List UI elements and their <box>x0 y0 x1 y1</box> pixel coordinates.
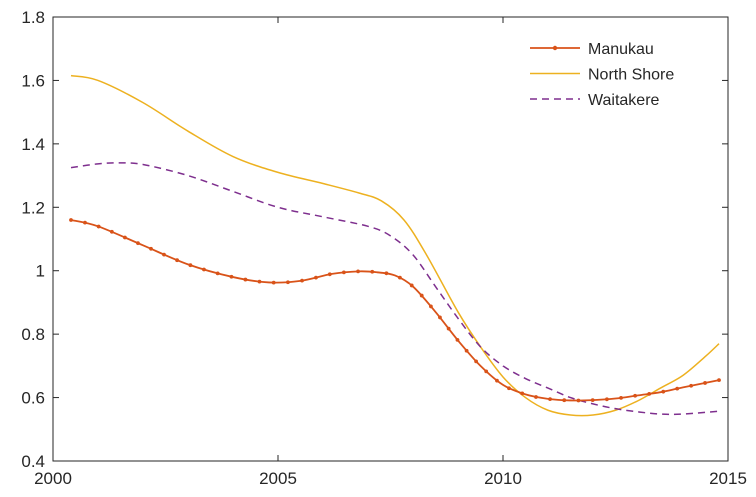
series-point-manukau <box>456 338 460 342</box>
y-tick-label: 0.8 <box>21 325 45 344</box>
x-tick-label: 2000 <box>34 469 72 488</box>
series-point-manukau <box>438 316 442 320</box>
series-point-manukau <box>149 247 153 251</box>
series-point-manukau <box>136 241 140 245</box>
series-point-manukau <box>548 397 552 401</box>
legend-label-manukau: Manukau <box>588 41 654 58</box>
series-point-manukau <box>661 390 665 394</box>
y-tick-label: 0.4 <box>21 452 45 471</box>
y-tick-label: 1.6 <box>21 71 45 90</box>
series-point-manukau <box>97 225 101 229</box>
series-point-manukau <box>258 280 262 284</box>
series-point-manukau <box>647 392 651 396</box>
series-point-manukau <box>110 230 114 234</box>
series-point-manukau <box>286 280 290 284</box>
x-tick-label: 2005 <box>259 469 297 488</box>
series-point-manukau <box>429 305 433 309</box>
series-point-manukau <box>717 378 721 382</box>
series-point-manukau <box>484 369 488 373</box>
series-point-manukau <box>272 281 276 285</box>
y-tick-label: 1 <box>36 262 45 281</box>
x-tick-label: 2015 <box>709 469 747 488</box>
series-point-manukau <box>474 359 478 363</box>
series-point-manukau <box>385 271 389 275</box>
series-point-manukau <box>534 395 538 399</box>
legend: Manukau North Shore Waitakere <box>522 34 722 118</box>
series-point-manukau <box>410 284 414 288</box>
series-point-manukau <box>447 327 451 331</box>
series-point-manukau <box>520 391 524 395</box>
series-point-manukau <box>605 397 609 401</box>
series-point-manukau <box>123 236 127 240</box>
series-point-manukau <box>633 394 637 398</box>
series-point-manukau <box>577 399 581 403</box>
series-point-manukau <box>342 270 346 274</box>
series-point-manukau <box>216 271 220 275</box>
y-tick-label: 0.6 <box>21 389 45 408</box>
series-point-manukau <box>675 387 679 391</box>
y-tick-label: 1.8 <box>21 8 45 27</box>
series-point-manukau <box>703 381 707 385</box>
series-point-manukau <box>328 272 332 276</box>
legend-label-north-shore: North Shore <box>588 67 674 84</box>
series-point-manukau <box>619 396 623 400</box>
series-point-manukau <box>230 275 234 279</box>
series-point-manukau <box>202 268 206 272</box>
series-point-manukau <box>244 278 248 282</box>
series-point-manukau <box>562 398 566 402</box>
series-point-manukau <box>465 349 469 353</box>
series-point-manukau <box>398 276 402 280</box>
series-point-manukau <box>314 276 318 280</box>
series-point-manukau <box>83 221 87 225</box>
series-point-manukau <box>420 294 424 298</box>
series-point-manukau <box>175 258 179 262</box>
series-point-manukau <box>591 398 595 402</box>
x-tick-label: 2010 <box>484 469 522 488</box>
series-point-manukau <box>300 279 304 283</box>
series-point-manukau <box>162 253 166 257</box>
series-point-manukau <box>356 269 360 273</box>
series-point-manukau <box>495 379 499 383</box>
series-point-manukau <box>189 263 193 267</box>
y-tick-label: 1.2 <box>21 198 45 217</box>
series-point-manukau <box>689 384 693 388</box>
series-point-manukau <box>370 270 374 274</box>
series-point-manukau <box>507 386 511 390</box>
legend-marker-manukau <box>553 46 557 50</box>
legend-label-waitakere: Waitakere <box>588 92 660 109</box>
y-tick-label: 1.4 <box>21 135 45 154</box>
series-point-manukau <box>69 218 73 222</box>
